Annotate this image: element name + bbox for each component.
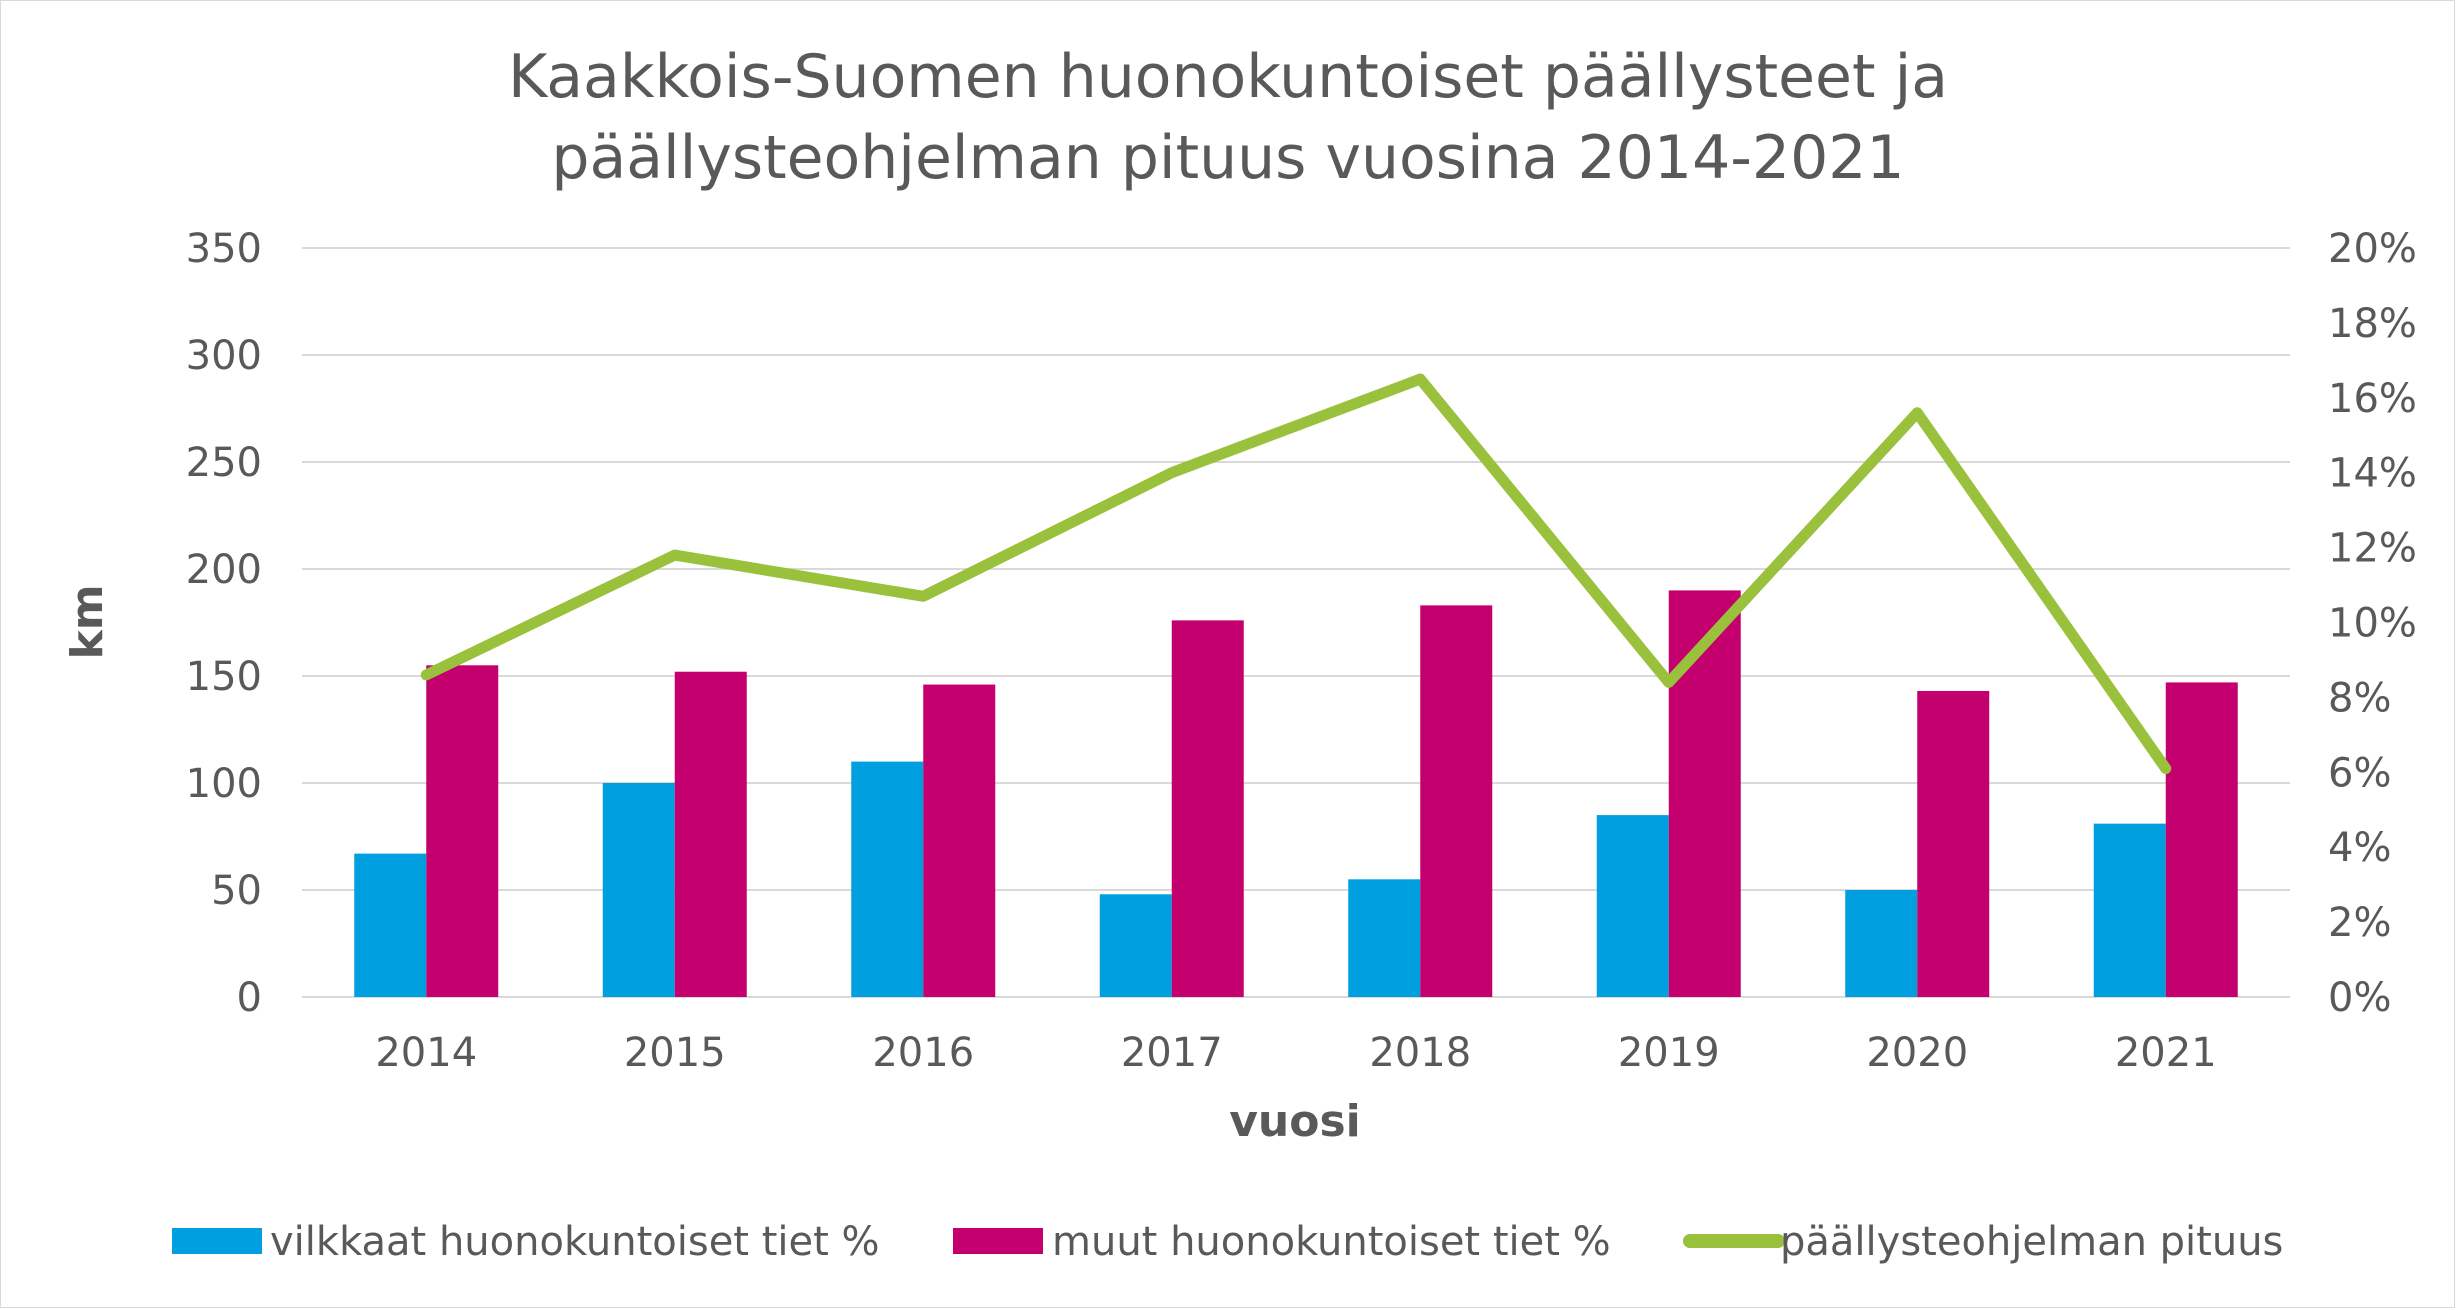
- y2-tick-label: 20%: [2328, 226, 2417, 272]
- y-tick-label: 0: [237, 975, 262, 1021]
- x-tick-label: 2014: [375, 1030, 477, 1076]
- bar-muut-2017: [1171, 620, 1244, 997]
- chart-title-line-1: Kaakkois-Suomen huonokuntoiset päällyste…: [508, 42, 1948, 112]
- legend: vilkkaat huonokuntoiset tiet % muut huon…: [172, 1219, 2283, 1265]
- y-tick-label: 350: [186, 226, 262, 272]
- x-tick-label: 2018: [1369, 1030, 1471, 1076]
- y-tick-label: 150: [186, 654, 262, 700]
- bar-muut-2015: [674, 671, 747, 997]
- y2-tick-label: 14%: [2328, 451, 2417, 497]
- y-tick-label: 100: [186, 761, 262, 807]
- bar-vilkkaat-2019: [1596, 815, 1669, 997]
- bar-vilkkaat-2017: [1099, 894, 1172, 997]
- legend-label-vilkkaat: vilkkaat huonokuntoiset tiet %: [270, 1219, 880, 1265]
- legend-swatch-vilkkaat: [172, 1228, 262, 1254]
- x-tick-label: 2015: [624, 1030, 726, 1076]
- y2-tick-label: 6%: [2328, 750, 2391, 796]
- x-axis-title: vuosi: [1229, 1096, 1361, 1147]
- y2-tick-label: 18%: [2328, 301, 2417, 347]
- legend-label-pituus: päällysteohjelman pituus: [1780, 1219, 2283, 1265]
- y2-tick-label: 2%: [2328, 900, 2391, 946]
- y-axis-left-ticks: 0 50 100 150 200 250 300 350: [186, 226, 262, 1021]
- x-tick-label: 2021: [2115, 1030, 2217, 1076]
- bar-vilkkaat-2015: [602, 783, 675, 997]
- legend-label-muut: muut huonokuntoiset tiet %: [1052, 1219, 1611, 1265]
- chart-title-line-2: päällysteohjelman pituus vuosina 2014-20…: [551, 123, 1904, 193]
- y2-tick-label: 0%: [2328, 975, 2391, 1021]
- bar-muut-2014: [426, 665, 499, 997]
- x-tick-label: 2019: [1618, 1030, 1720, 1076]
- x-axis-ticks: 2014 2015 2016 2017 2018 2019 2020 2021: [375, 1030, 2216, 1076]
- legend-swatch-muut: [953, 1228, 1043, 1254]
- bar-series: [354, 590, 2238, 997]
- y-axis-right-ticks: 0% 2% 4% 6% 8% 10% 12% 14% 16% 18% 20%: [2328, 226, 2417, 1021]
- y-tick-label: 50: [211, 868, 262, 914]
- bar-muut-2020: [1917, 690, 1990, 997]
- y2-tick-label: 10%: [2328, 601, 2417, 647]
- x-tick-label: 2017: [1121, 1030, 1223, 1076]
- x-tick-label: 2020: [1866, 1030, 1968, 1076]
- bar-vilkkaat-2021: [2093, 823, 2166, 997]
- y-axis-title: km: [62, 584, 113, 659]
- y-tick-label: 250: [186, 440, 262, 486]
- y2-tick-label: 16%: [2328, 376, 2417, 422]
- bar-muut-2018: [1420, 605, 1493, 997]
- y-tick-label: 300: [186, 333, 262, 379]
- bar-vilkkaat-2016: [851, 761, 924, 997]
- y-tick-label: 200: [186, 547, 262, 593]
- bar-muut-2016: [923, 684, 996, 997]
- bar-muut-2019: [1668, 590, 1741, 997]
- gridlines: [302, 247, 2290, 998]
- bar-vilkkaat-2014: [354, 853, 427, 997]
- line-paallysteohjelman-pituus: [420, 373, 2172, 775]
- bar-vilkkaat-2020: [1845, 890, 1918, 997]
- bar-muut-2021: [2165, 682, 2238, 997]
- y2-tick-label: 4%: [2328, 825, 2391, 871]
- x-tick-label: 2016: [872, 1030, 974, 1076]
- y2-tick-label: 8%: [2328, 675, 2391, 721]
- bar-vilkkaat-2018: [1348, 879, 1421, 997]
- y2-tick-label: 12%: [2328, 526, 2417, 572]
- line-series: [420, 373, 2172, 775]
